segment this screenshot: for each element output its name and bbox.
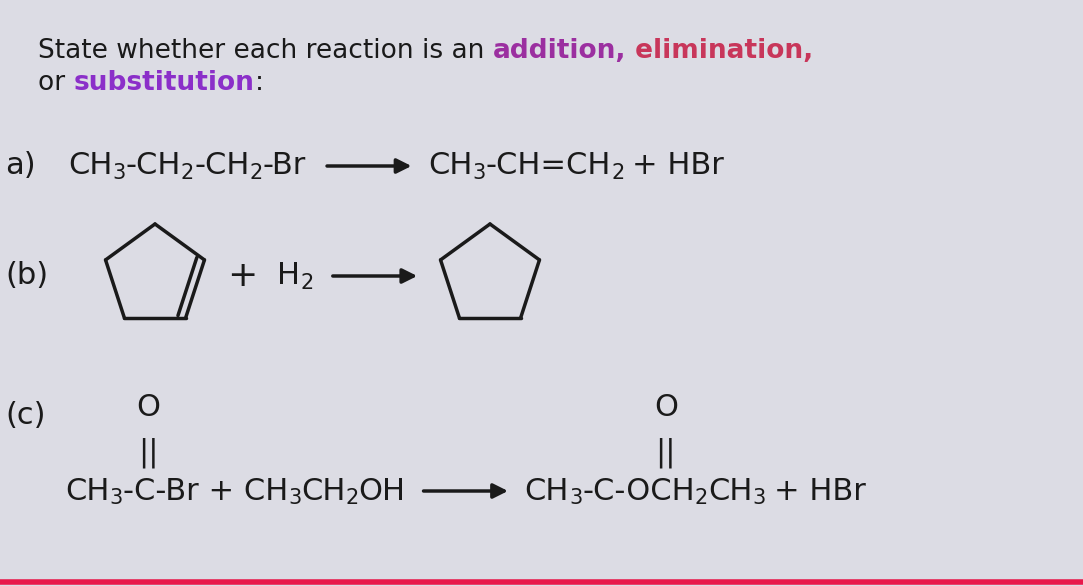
Text: or: or [38, 70, 74, 96]
Text: 3: 3 [109, 488, 122, 508]
Text: + HBr: + HBr [774, 476, 865, 506]
Text: State whether each reaction is an: State whether each reaction is an [38, 38, 493, 64]
Text: 2: 2 [611, 163, 625, 183]
Text: CH: CH [301, 476, 345, 506]
Text: CH: CH [68, 152, 113, 180]
Text: 3: 3 [113, 163, 126, 183]
Text: O: O [136, 394, 160, 423]
Text: 3: 3 [288, 488, 301, 508]
Text: 2: 2 [300, 273, 313, 293]
Text: -Br: -Br [263, 152, 306, 180]
Text: (c): (c) [5, 401, 45, 431]
Text: CH: CH [708, 476, 753, 506]
Text: +: + [226, 259, 257, 293]
Text: (b): (b) [5, 261, 48, 291]
Text: ||: || [138, 438, 158, 468]
Text: -CH: -CH [194, 152, 249, 180]
Text: H: H [277, 261, 300, 291]
Text: a): a) [5, 152, 36, 180]
Text: O: O [654, 394, 678, 423]
Text: + HBr: + HBr [632, 152, 725, 180]
Text: CH: CH [65, 476, 109, 506]
Text: -CH: -CH [126, 152, 181, 180]
Text: :: : [255, 70, 263, 96]
Text: 3: 3 [570, 488, 583, 508]
Text: 3: 3 [753, 488, 766, 508]
Text: CH: CH [428, 152, 472, 180]
Text: addition,: addition, [493, 38, 626, 64]
Text: elimination,: elimination, [626, 38, 813, 64]
Text: ||: || [655, 438, 676, 468]
Text: 2: 2 [181, 163, 194, 183]
Text: 2: 2 [345, 488, 358, 508]
Text: OH: OH [358, 476, 406, 506]
Text: -C-OCH: -C-OCH [583, 476, 695, 506]
Text: -C-Br + CH: -C-Br + CH [122, 476, 288, 506]
Text: 2: 2 [249, 163, 263, 183]
Text: CH: CH [525, 476, 570, 506]
Text: substitution: substitution [74, 70, 255, 96]
Text: -CH=CH: -CH=CH [486, 152, 611, 180]
Text: 3: 3 [472, 163, 486, 183]
Text: 2: 2 [695, 488, 708, 508]
